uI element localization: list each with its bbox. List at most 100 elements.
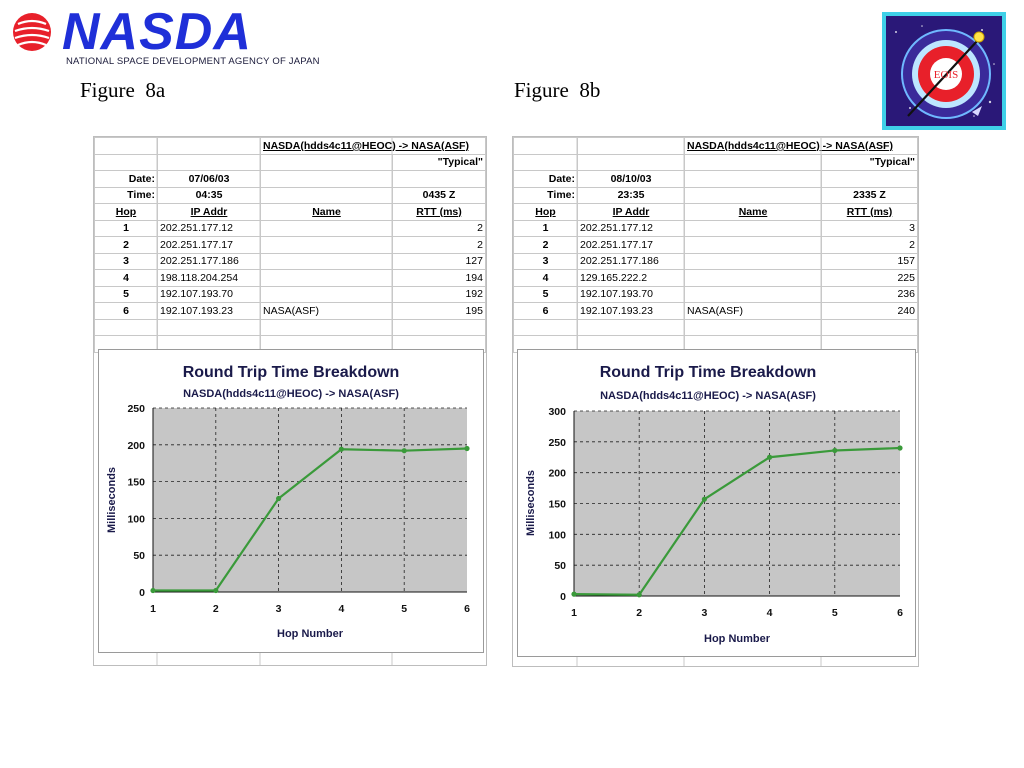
name-cell: NASA(ASF): [260, 302, 393, 320]
table-row: 4 129.165.222.2 225: [513, 269, 918, 287]
rtt-cell: 3: [821, 219, 918, 237]
ip-cell: 202.251.177.17: [157, 236, 261, 254]
rtt-cell: 127: [392, 252, 486, 270]
chart-8a: 0 50 100 150 200 250 1 2 3 4 5 6 Round Trip Time Br…: [98, 349, 484, 653]
x-tick-label: 4: [338, 603, 344, 615]
data-point: [701, 496, 707, 502]
rtt-cell: 2: [392, 219, 486, 237]
date-value: 07/06/03: [157, 170, 261, 188]
data-point: [276, 495, 282, 502]
data-point: [571, 591, 577, 597]
x-tick-label: 1: [150, 603, 156, 615]
chart-ylabel: Milliseconds: [525, 470, 537, 536]
typical-cell: "Typical": [821, 153, 918, 171]
chart-ylabel: Milliseconds: [106, 467, 118, 533]
route-cell: NASDA(hdds4c11@HEOC) -> NASA(ASF): [260, 137, 486, 155]
table-row: 1 202.251.177.12 3: [513, 219, 918, 237]
x-tick-label: 2: [636, 607, 642, 619]
y-tick-label: 250: [548, 437, 566, 449]
table-row: 6 192.107.193.23 NASA(ASF) 195: [94, 302, 486, 320]
rtt-cell: 2: [392, 236, 486, 254]
y-tick-label: 300: [548, 406, 566, 418]
rtt-cell: 240: [821, 302, 918, 320]
plot-group: 0 50 100 150 200 250 300 1 2 3 4 5 6: [548, 406, 903, 619]
time-label: Time:: [513, 186, 578, 204]
table-row: "Typical": [513, 153, 918, 171]
table-row: 3 202.251.177.186 157: [513, 252, 918, 270]
table-row: Time: 04:35 0435 Z: [94, 186, 486, 204]
x-tick-label: 5: [401, 603, 407, 615]
header-name: Name: [260, 203, 393, 221]
table-row: 4 198.118.204.254 194: [94, 269, 486, 287]
y-tick-label: 50: [554, 560, 566, 572]
data-point: [150, 587, 156, 594]
figure-8a-panel: NASDA(hdds4c11@HEOC) -> NASA(ASF) "Typic…: [93, 136, 487, 666]
hop-cell: 6: [513, 302, 578, 320]
data-point: [767, 454, 773, 460]
name-cell: [260, 252, 393, 270]
data-point: [897, 445, 903, 451]
ip-cell: 129.165.222.2: [577, 269, 685, 287]
ip-cell: 192.107.193.70: [577, 285, 685, 303]
x-tick-label: 5: [832, 607, 838, 619]
brand-subtitle: NATIONAL SPACE DEVELOPMENT AGENCY OF JAP…: [66, 56, 320, 67]
y-tick-label: 100: [548, 529, 566, 541]
x-tick-label: 1: [571, 607, 577, 619]
emblem-text: EOIS: [934, 69, 958, 81]
y-tick-label: 50: [133, 550, 145, 562]
rtt-cell: 194: [392, 269, 486, 287]
series-line: [153, 447, 468, 592]
table-header-row: Hop IP Addr Name RTT (ms): [513, 203, 918, 221]
data-point: [832, 447, 838, 454]
table-row: NASDA(hdds4c11@HEOC) -> NASA(ASF): [94, 137, 486, 155]
header-hop: Hop: [513, 203, 578, 221]
y-tick-label: 200: [548, 468, 566, 480]
name-cell: [684, 269, 822, 287]
header-hop: Hop: [94, 203, 158, 221]
x-tick-label: 4: [767, 607, 773, 619]
hop-cell: 1: [513, 219, 578, 237]
hop-cell: 5: [513, 285, 578, 303]
name-cell: [684, 219, 822, 237]
chart-subtitle: NASDA(hdds4c11@HEOC) -> NASA(ASF): [600, 390, 816, 402]
ip-cell: 202.251.177.12: [157, 219, 261, 237]
brand-name: NASDA: [62, 3, 252, 61]
table-row: 6 192.107.193.23 NASA(ASF) 240: [513, 302, 918, 320]
figure-8b-label: Figure 8b: [514, 78, 601, 102]
table-row: [513, 318, 918, 336]
table-header-row: Hop IP Addr Name RTT (ms): [94, 203, 486, 221]
hop-cell: 1: [94, 219, 158, 237]
x-tick-label: 3: [276, 603, 282, 615]
y-tick-label: 100: [127, 513, 145, 525]
time-label: Time:: [94, 186, 158, 204]
ip-cell: 202.251.177.17: [577, 236, 685, 254]
table-row: Date: 08/10/03: [513, 170, 918, 188]
chart-title: Round Trip Time Breakdown: [183, 364, 400, 381]
chart-xlabel: Hop Number: [704, 633, 771, 645]
name-cell: [260, 219, 393, 237]
chart-title: Round Trip Time Breakdown: [600, 364, 817, 381]
figure-8b-panel: NASDA(hdds4c11@HEOC) -> NASA(ASF) "Typic…: [512, 136, 919, 667]
series-line: [573, 446, 901, 596]
date-value: 08/10/03: [577, 170, 685, 188]
header-name: Name: [684, 203, 822, 221]
table-row: 5 192.107.193.70 236: [513, 285, 918, 303]
header-ip: IP Addr: [577, 203, 685, 221]
name-cell: [684, 236, 822, 254]
nasda-emblem-icon: [13, 13, 51, 51]
typical-cell: "Typical": [392, 153, 486, 171]
ip-cell: 192.107.193.23: [157, 302, 261, 320]
rtt-cell: 225: [821, 269, 918, 287]
figure-8a-label: Figure 8a: [80, 78, 166, 102]
table-row: NASDA(hdds4c11@HEOC) -> NASA(ASF): [513, 137, 918, 155]
plot-area: [153, 408, 467, 592]
rtt-cell: 192: [392, 285, 486, 303]
time-value: 23:35: [577, 186, 685, 204]
hop-cell: 2: [94, 236, 158, 254]
hop-cell: 5: [94, 285, 158, 303]
table-row: [94, 318, 486, 336]
x-tick-label: 6: [464, 603, 470, 615]
rtt-cell: 236: [821, 285, 918, 303]
ip-cell: 198.118.204.254: [157, 269, 261, 287]
ip-cell: 192.107.193.70: [157, 285, 261, 303]
